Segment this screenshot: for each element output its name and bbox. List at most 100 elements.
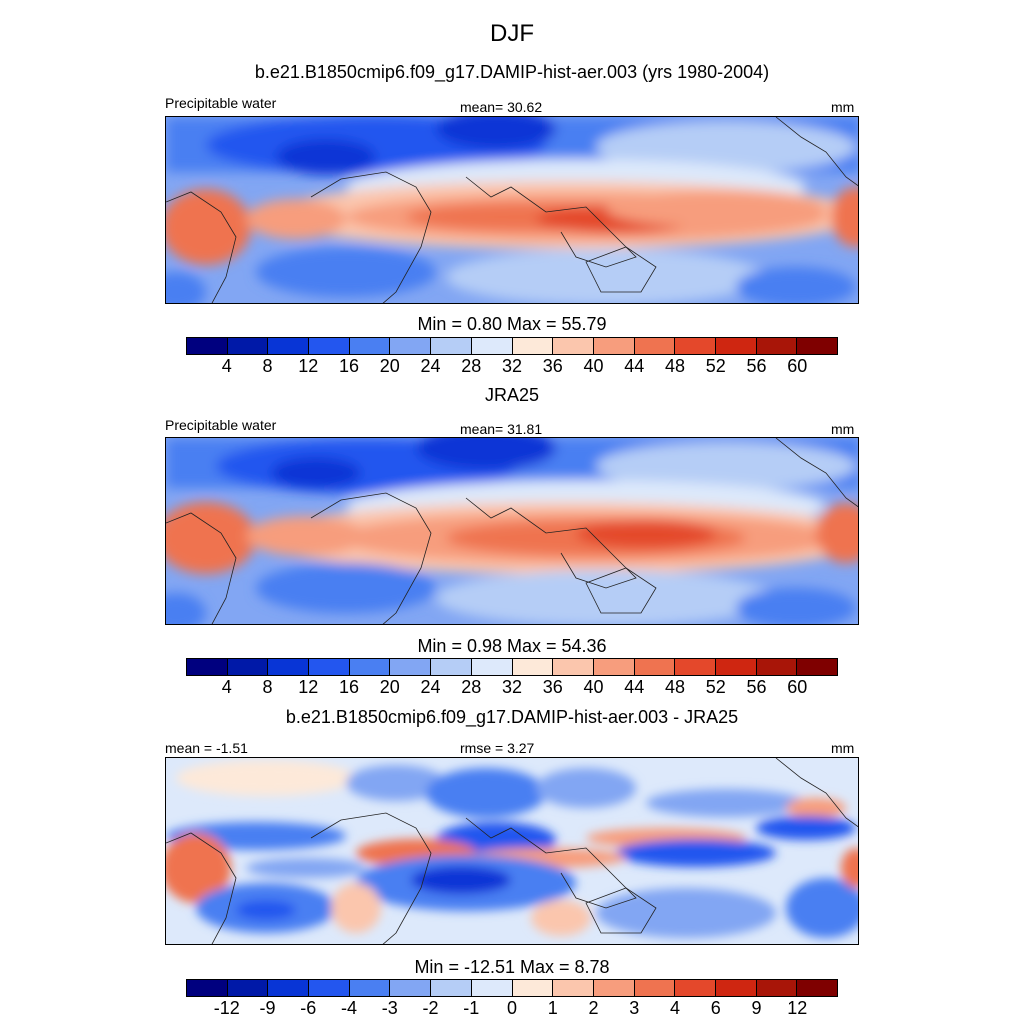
colorbar-tick: -12 [213, 998, 240, 1018]
panel-2-min-max: Min = 0.98 Max = 54.36 [417, 636, 607, 656]
colorbar-swatch [390, 980, 432, 996]
panel-1-units-label: mm [831, 99, 855, 115]
colorbar-tick: 40 [583, 356, 604, 376]
colorbar-tick: 24 [420, 356, 441, 376]
colorbar-swatch [715, 338, 757, 354]
colorbar-tick: 4 [669, 998, 681, 1018]
colorbar-tick: 48 [664, 677, 686, 697]
colorbar-swatch [675, 338, 716, 354]
colorbar-swatch [227, 980, 269, 996]
colorbar-swatch [431, 659, 472, 675]
colorbar-swatch [756, 980, 798, 996]
colorbar-swatch [227, 338, 269, 354]
colorbar-swatch [593, 338, 635, 354]
colorbar-swatch [512, 338, 554, 354]
colorbar-tick: -6 [300, 998, 317, 1018]
panel-1-colorbar-ticks: 4 8 12 16 20 24 28 32 36 40 44 48 52 56 60 [186, 356, 838, 378]
colorbar-tick: 60 [787, 356, 808, 376]
colorbar-tick: 56 [746, 356, 767, 376]
panel-3-colorbar-ticks: -12 -9 -6 -4 -3 -2 -1 0 1 2 3 4 6 9 12 [186, 998, 838, 1020]
colorbar-swatch [553, 980, 594, 996]
colorbar-tick: 0 [506, 998, 518, 1018]
colorbar-swatch [634, 338, 676, 354]
colorbar-tick: -4 [340, 998, 358, 1018]
panel-1-mean-label: mean= 30.62 [460, 99, 543, 115]
colorbar-tick: 36 [542, 677, 563, 697]
colorbar-tick: 9 [751, 998, 762, 1018]
colorbar-tick: 4 [221, 356, 232, 376]
panel-2-map [165, 437, 859, 625]
colorbar-swatch [187, 659, 228, 675]
panel-2-heading: JRA25 [484, 385, 540, 405]
colorbar-swatch [349, 659, 391, 675]
colorbar-tick: 12 [298, 356, 319, 376]
colorbar-swatch [797, 659, 837, 675]
colorbar-swatch [309, 338, 350, 354]
colorbar-swatch [756, 659, 798, 675]
panel-3-min-max: Min = -12.51 Max = 8.78 [414, 957, 610, 977]
colorbar-swatch [390, 659, 432, 675]
colorbar-swatch [715, 980, 757, 996]
colorbar-tick: 48 [664, 356, 686, 376]
colorbar-swatch [634, 659, 676, 675]
colorbar-tick: 40 [583, 677, 604, 697]
colorbar-tick: 36 [542, 356, 563, 376]
colorbar-swatch [187, 338, 228, 354]
colorbar-swatch [227, 659, 269, 675]
panel-3-heading: b.e21.B1850cmip6.f09_g17.DAMIP-hist-aer.… [285, 707, 739, 727]
colorbar-tick: 52 [705, 677, 726, 697]
colorbar-tick: 28 [461, 356, 482, 376]
panel-3-mean-label: mean = -1.51 [165, 740, 248, 756]
colorbar-tick: 8 [262, 677, 273, 697]
colorbar-tick: -9 [259, 998, 276, 1018]
panel-2-units-label: mm [831, 421, 855, 437]
colorbar-swatch [431, 338, 472, 354]
colorbar-tick: 6 [710, 998, 721, 1018]
colorbar-swatch [349, 980, 391, 996]
colorbar-swatch [797, 980, 837, 996]
colorbar-tick: 32 [501, 356, 523, 376]
colorbar-tick: -1 [463, 998, 480, 1018]
figure-title: DJF [490, 20, 534, 47]
panel-3-colorbar [186, 979, 838, 997]
colorbar-swatch [349, 338, 391, 354]
colorbar-tick: 4 [221, 677, 232, 697]
colorbar-tick: 12 [787, 998, 808, 1018]
panel-1-variable-label: Precipitable water [165, 95, 277, 111]
panel-2-colorbar [186, 658, 838, 676]
panel-1-colorbar [186, 337, 838, 355]
colorbar-swatch [390, 338, 432, 354]
colorbar-swatch [309, 980, 350, 996]
panel-3-map [165, 757, 859, 945]
colorbar-tick: 20 [379, 356, 400, 376]
colorbar-tick: 16 [338, 677, 360, 697]
colorbar-tick: 8 [262, 356, 273, 376]
colorbar-tick: 16 [338, 356, 360, 376]
colorbar-swatch [553, 659, 594, 675]
colorbar-tick: 12 [298, 677, 319, 697]
colorbar-tick: 24 [420, 677, 441, 697]
colorbar-tick: 20 [379, 677, 400, 697]
colorbar-swatch [431, 980, 472, 996]
colorbar-swatch [715, 659, 757, 675]
colorbar-swatch [268, 980, 310, 996]
colorbar-swatch [797, 338, 837, 354]
colorbar-tick: 3 [629, 998, 640, 1018]
colorbar-tick: 28 [461, 677, 482, 697]
colorbar-swatch [593, 980, 635, 996]
colorbar-swatch [268, 659, 310, 675]
colorbar-tick: 1 [547, 998, 558, 1018]
colorbar-swatch [187, 980, 228, 996]
panel-2-variable-label: Precipitable water [165, 417, 277, 433]
colorbar-swatch [471, 338, 513, 354]
panel-2-colorbar-ticks: 4 8 12 16 20 24 28 32 36 40 44 48 52 56 60 [186, 677, 838, 699]
colorbar-tick: -3 [381, 998, 398, 1018]
colorbar-swatch [309, 659, 350, 675]
colorbar-swatch [593, 659, 635, 675]
colorbar-tick: 52 [705, 356, 726, 376]
colorbar-swatch [756, 338, 798, 354]
panel-3-units-label: mm [831, 740, 855, 756]
colorbar-tick: 44 [624, 677, 645, 697]
panel-3-rmse-label: rmse = 3.27 [460, 740, 535, 756]
colorbar-swatch [512, 980, 554, 996]
